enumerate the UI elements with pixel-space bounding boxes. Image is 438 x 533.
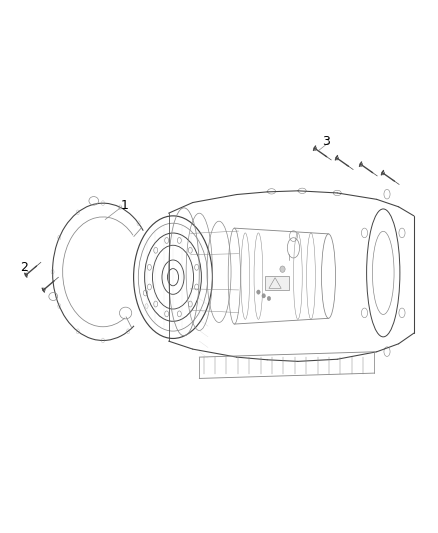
Circle shape xyxy=(267,296,271,301)
Circle shape xyxy=(280,266,285,272)
Text: 2: 2 xyxy=(20,261,28,274)
Text: 3: 3 xyxy=(322,135,330,148)
FancyBboxPatch shape xyxy=(265,276,289,290)
Text: 1: 1 xyxy=(121,199,129,212)
Circle shape xyxy=(257,290,260,294)
Circle shape xyxy=(262,294,265,298)
